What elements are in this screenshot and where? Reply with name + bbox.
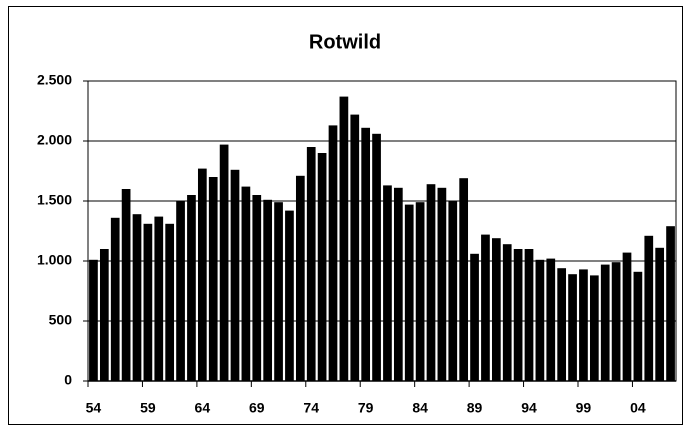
- bar: [208, 177, 218, 381]
- bar: [579, 269, 588, 381]
- bar: [317, 153, 327, 381]
- bar: [568, 274, 577, 381]
- bar: [470, 253, 479, 381]
- y-tick-label: 1.000: [37, 252, 72, 268]
- x-tick-label: 99: [576, 400, 592, 416]
- bar: [274, 202, 283, 381]
- bar: [230, 169, 240, 381]
- y-tick-label: 1.500: [37, 192, 72, 208]
- bar: [535, 259, 545, 381]
- y-tick-label: 0: [64, 372, 72, 388]
- bar: [176, 201, 185, 381]
- bar: [219, 144, 229, 381]
- y-tick-label: 500: [49, 312, 73, 328]
- bar: [448, 201, 458, 381]
- y-tick-label: 2.500: [37, 72, 72, 88]
- bar: [426, 184, 436, 381]
- x-tick-label: 54: [86, 400, 102, 416]
- bar: [622, 252, 632, 381]
- bar: [557, 268, 567, 381]
- bar: [644, 235, 654, 381]
- bar: [666, 226, 675, 381]
- bar: [328, 125, 338, 382]
- x-tick-label: 84: [412, 400, 428, 416]
- bar: [361, 127, 371, 381]
- x-tick-label: 94: [521, 400, 537, 416]
- chart-title: Rotwild: [309, 31, 381, 53]
- bar: [132, 214, 142, 381]
- bar: [110, 217, 120, 381]
- bar: [99, 249, 109, 381]
- bar: [437, 187, 447, 381]
- bar: [459, 178, 469, 381]
- bar: [415, 202, 425, 381]
- bar: [306, 147, 316, 381]
- x-tick-label: 64: [195, 400, 211, 416]
- bar: [252, 195, 262, 381]
- bar: [197, 168, 207, 381]
- bar: [491, 238, 501, 381]
- bar: [165, 223, 175, 381]
- x-tick-label: 89: [467, 400, 483, 416]
- bar: [383, 185, 392, 381]
- bar: [350, 114, 360, 381]
- bar: [143, 223, 153, 381]
- bar: [633, 271, 643, 381]
- bar: [524, 249, 534, 381]
- bar: [611, 262, 621, 381]
- bar: [295, 175, 305, 381]
- bar: [339, 96, 349, 381]
- bar: [404, 204, 414, 381]
- bar: [263, 199, 273, 381]
- x-tick-label: 04: [630, 400, 646, 416]
- bar: [600, 264, 610, 381]
- x-tick-label: 79: [358, 400, 374, 416]
- bar: [121, 189, 131, 381]
- bar: [89, 259, 98, 381]
- bar: [372, 133, 381, 381]
- bar: [241, 186, 251, 381]
- bar: [393, 187, 403, 381]
- bar: [502, 244, 512, 381]
- plot-area: [87, 80, 677, 382]
- bar: [655, 247, 665, 381]
- bar: [154, 216, 164, 381]
- x-tick-label: 74: [303, 400, 319, 416]
- bar: [285, 210, 294, 381]
- y-tick-label: 2.000: [37, 132, 72, 148]
- bar: [546, 258, 556, 381]
- bar: [481, 234, 490, 381]
- bar: [513, 249, 523, 381]
- bar: [187, 195, 196, 381]
- bar: [589, 275, 599, 381]
- x-tick-label: 59: [140, 400, 156, 416]
- x-tick-label: 69: [249, 400, 265, 416]
